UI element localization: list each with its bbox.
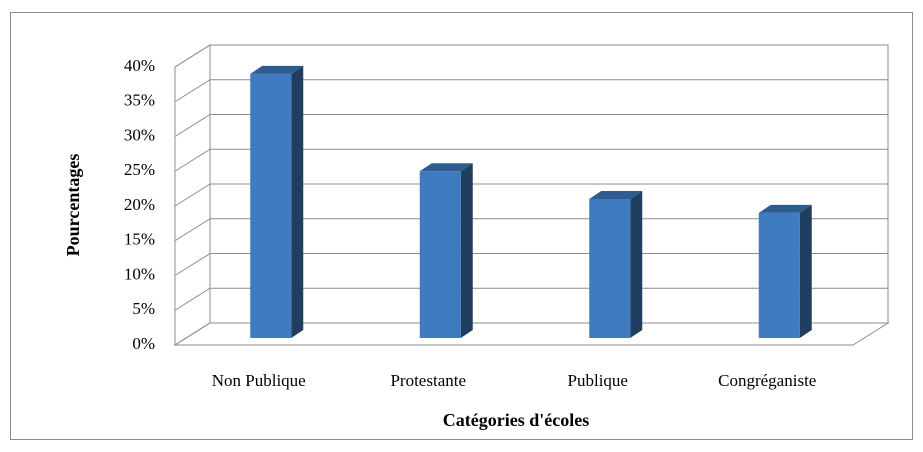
y-tick-label: 40% <box>124 56 155 75</box>
bar-front <box>250 73 292 339</box>
grid-line <box>174 183 888 207</box>
y-tick-label: 0% <box>132 334 155 353</box>
bar-top <box>419 163 473 172</box>
bar-side <box>291 65 304 339</box>
grid-line <box>174 322 888 346</box>
bar-side <box>630 191 643 338</box>
y-tick-label: 35% <box>124 91 155 110</box>
grid-line <box>174 218 888 242</box>
grid-line <box>174 287 888 311</box>
x-axis-title: Catégories d'écoles <box>443 410 589 430</box>
y-axis-title: Pourcentages <box>63 154 83 257</box>
x-tick-label: Non Publique <box>212 371 306 390</box>
bar-front <box>589 199 631 338</box>
grid-line <box>174 79 888 103</box>
y-tick-label: 5% <box>132 299 155 318</box>
bar-front <box>419 171 461 338</box>
x-tick-label: Protestante <box>390 371 466 390</box>
bar-front <box>758 212 800 338</box>
bar-top <box>250 65 304 74</box>
y-tick-label: 30% <box>124 125 155 144</box>
grid-line <box>174 253 888 276</box>
bar <box>758 204 812 338</box>
grid-line <box>174 44 888 68</box>
bar <box>589 191 643 338</box>
bar-top <box>589 191 643 199</box>
y-tick-label: 20% <box>124 195 155 214</box>
bar-side <box>460 163 473 338</box>
y-tick-label: 25% <box>124 160 155 179</box>
grid-line <box>174 114 888 137</box>
grid-line <box>174 148 888 172</box>
bar <box>419 163 473 338</box>
bar <box>250 65 304 339</box>
bar-top <box>758 204 812 213</box>
y-tick-label: 10% <box>124 264 155 283</box>
x-tick-label: Congréganiste <box>718 371 816 390</box>
bar-side <box>799 204 812 338</box>
y-tick-label: 15% <box>124 230 155 249</box>
x-tick-label: Publique <box>568 371 628 390</box>
